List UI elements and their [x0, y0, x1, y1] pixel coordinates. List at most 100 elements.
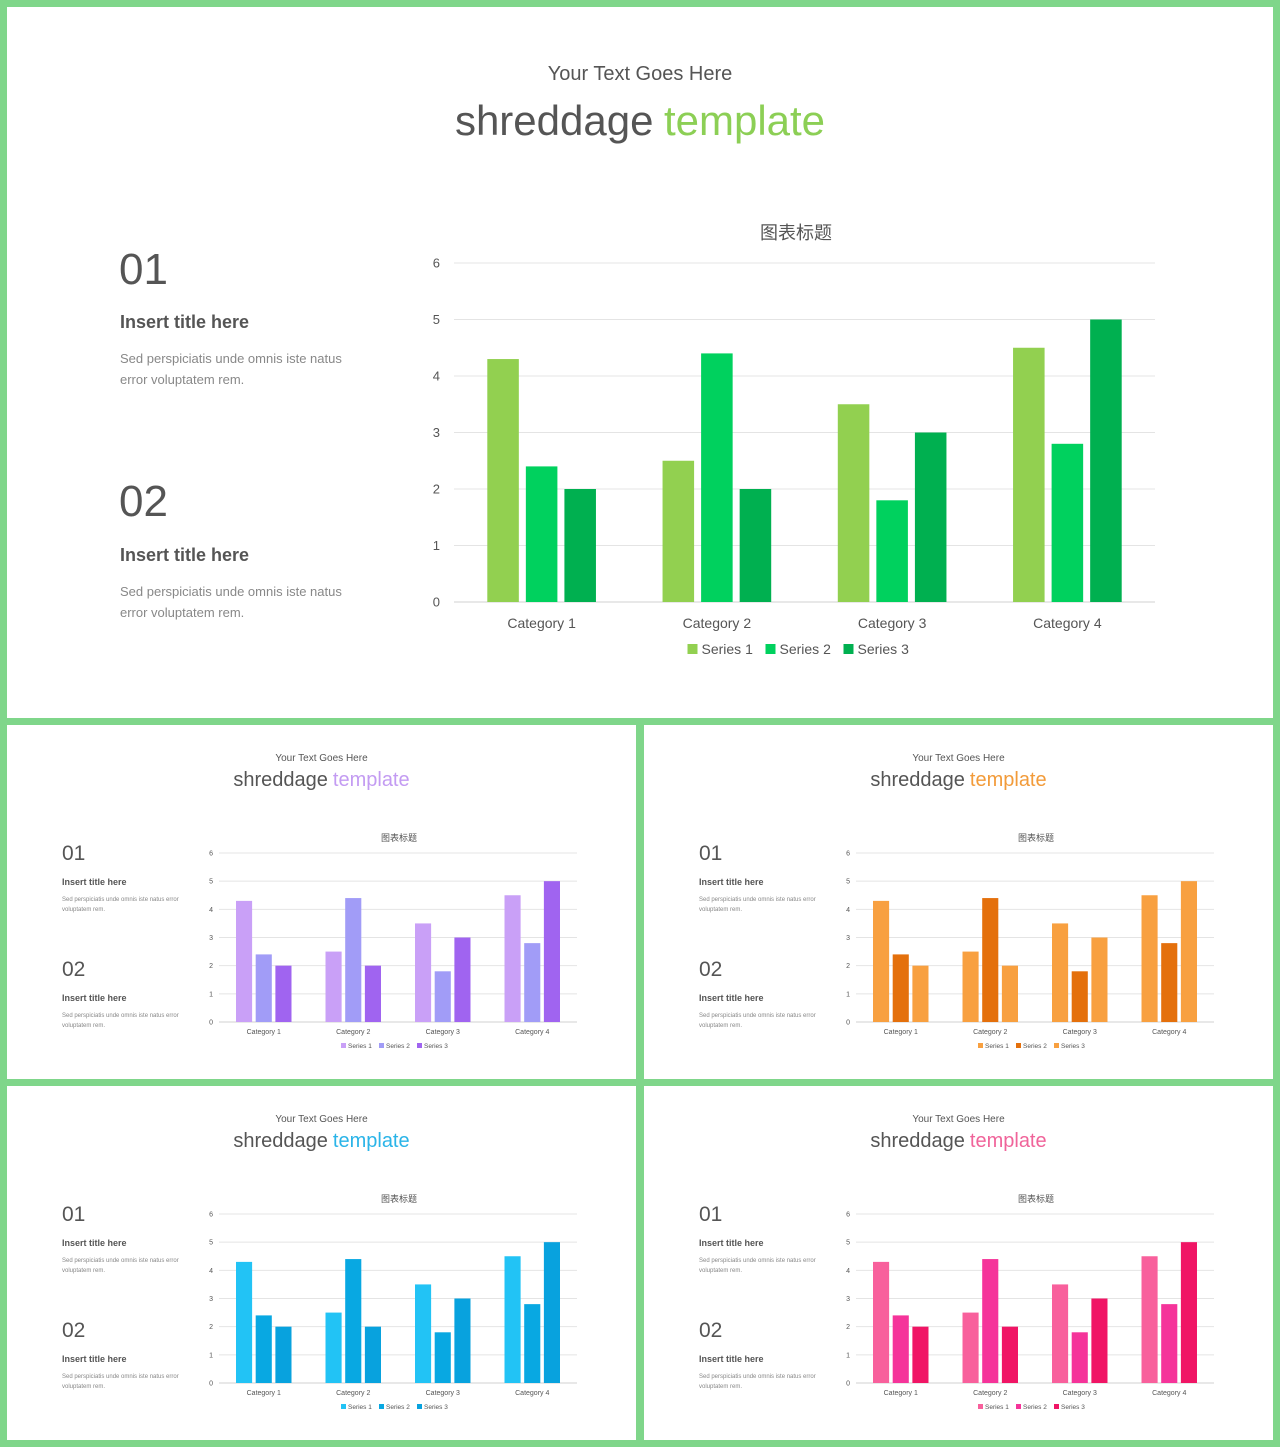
bar-series-1-4: [1141, 1256, 1158, 1383]
bar-chart: 图表标题 0 1 2 3 4 5 6 Category 1 Category 2 Category …: [846, 1193, 1214, 1411]
bar-chart: 图表标题 0 1 2 3 4 5 6 Category 1 Category 2 Category …: [209, 832, 577, 1050]
legend-swatch: [978, 1043, 983, 1048]
legend-label: Series 2: [780, 641, 832, 657]
bar-series-3-4: [543, 1242, 560, 1383]
bar-chart: 图表标题 0 1 2 3 4 5 6 Category 1 Category 2 Category …: [433, 223, 1155, 657]
category-label: Category 2: [336, 1390, 370, 1397]
bar-series-1-4: [504, 895, 521, 1022]
legend-swatch: [978, 1404, 983, 1409]
title-accent: template: [969, 769, 1047, 791]
legend-swatch: [1054, 1404, 1059, 1409]
legend-swatch: [379, 1404, 384, 1409]
item-title-01: Insert title here: [120, 312, 250, 332]
bar-series-1-1: [873, 1261, 890, 1383]
bar-series-3-4: [1180, 1242, 1197, 1383]
y-tick-label: 4: [846, 907, 850, 914]
item-number-01: 01: [699, 842, 723, 865]
bar-series-1-2: [325, 951, 342, 1022]
y-tick-label: 2: [846, 1324, 850, 1331]
y-tick-label: 5: [433, 312, 440, 327]
legend-label: Series 3: [424, 1404, 448, 1411]
item-title-02: Insert title here: [120, 545, 250, 565]
y-tick-label: 2: [433, 482, 440, 497]
title-main: shreddage: [454, 97, 654, 144]
slide-title: shreddage template: [7, 769, 636, 792]
bar-series-3-4: [543, 881, 560, 1022]
bar-series-1-3: [415, 923, 432, 1022]
legend-label: Series 1: [702, 641, 754, 657]
y-tick-label: 0: [846, 1380, 850, 1387]
y-tick-label: 4: [209, 1268, 213, 1275]
bar-series-2-4: [524, 1304, 541, 1383]
bar-series-2-3: [434, 1332, 451, 1383]
bar-series-3-2: [1001, 1326, 1018, 1383]
item-text-01: Sed perspiciatis unde omnis iste natus e…: [699, 897, 816, 913]
bar-series-2-2: [982, 1259, 999, 1383]
chart-title: 图表标题: [1018, 1193, 1054, 1204]
y-tick-label: 0: [433, 595, 440, 610]
y-tick-label: 6: [209, 850, 213, 857]
legend-swatch: [765, 644, 776, 654]
y-tick-label: 1: [846, 991, 850, 998]
chart-title: 图表标题: [760, 223, 832, 243]
item-text-02: Sed perspiciatis unde omnis iste natus e…: [699, 1013, 816, 1029]
bar-series-1-1: [487, 359, 519, 602]
item-text-01: Sed perspiciatis unde omnis iste natus e…: [62, 897, 179, 913]
slide-blue: Your Text Goes Here shreddage template 01…: [7, 1086, 636, 1440]
y-tick-label: 2: [209, 963, 213, 970]
bar-chart: 图表标题 0 1 2 3 4 5 6 Category 1 Category 2 Category …: [209, 1193, 577, 1411]
bar-series-3-4: [1090, 319, 1122, 602]
category-label: Category 3: [1063, 1029, 1097, 1036]
slide-subtitle: Your Text Goes Here: [275, 753, 368, 764]
chart-title: 图表标题: [381, 1193, 417, 1204]
bar-series-3-1: [275, 1326, 292, 1383]
title-accent: template: [969, 1130, 1047, 1152]
y-tick-label: 1: [209, 991, 213, 998]
bar-series-2-4: [1161, 1304, 1178, 1383]
legend-swatch: [1016, 1404, 1021, 1409]
legend-swatch: [1016, 1043, 1021, 1048]
bar-series-3-3: [1091, 937, 1108, 1022]
item-title-02: Insert title here: [699, 1354, 764, 1364]
legend-label: Series 1: [985, 1043, 1009, 1050]
bar-series-1-3: [415, 1284, 432, 1383]
y-tick-label: 5: [846, 879, 850, 886]
bar-series-3-2: [1001, 965, 1018, 1022]
bar-series-2-1: [892, 1315, 909, 1383]
item-text-02: Sed perspiciatis unde omnis iste natus e…: [699, 1374, 816, 1390]
item-title-01: Insert title here: [62, 1238, 127, 1248]
legend-label: Series 1: [348, 1404, 372, 1411]
item-title-02: Insert title here: [699, 993, 764, 1003]
bar-series-2-4: [1051, 443, 1084, 602]
bar-series-1-2: [325, 1312, 342, 1383]
y-tick-label: 1: [209, 1352, 213, 1359]
item-title-02: Insert title here: [62, 1354, 127, 1364]
legend-swatch: [687, 644, 698, 654]
y-tick-label: 4: [846, 1268, 850, 1275]
category-label: Category 3: [858, 615, 927, 631]
item-text-01: Sed perspiciatis unde omnis iste natus e…: [62, 1258, 179, 1274]
item-number-01: 01: [62, 1203, 86, 1226]
item-number-02: 02: [699, 1319, 723, 1342]
y-tick-label: 4: [433, 369, 440, 384]
legend-label: Series 3: [1061, 1043, 1085, 1050]
bar-series-2-3: [434, 971, 451, 1022]
legend-label: Series 1: [985, 1404, 1009, 1411]
bar-series-1-3: [837, 404, 870, 602]
item-text-01: Sed perspiciatis unde omnis iste natus e…: [699, 1258, 816, 1274]
category-label: Category 4: [1152, 1390, 1186, 1397]
category-label: Category 1: [247, 1390, 281, 1397]
y-tick-label: 6: [433, 256, 440, 271]
item-text-01: Sed perspiciatis unde omnis iste natus e…: [120, 351, 342, 387]
bar-series-3-1: [912, 965, 929, 1022]
item-number-02: 02: [62, 958, 86, 981]
category-label: Category 2: [973, 1390, 1007, 1397]
bar-series-2-4: [524, 943, 541, 1022]
y-tick-label: 3: [433, 425, 440, 440]
item-title-02: Insert title here: [62, 993, 127, 1003]
category-label: Category 4: [515, 1390, 549, 1397]
y-tick-label: 5: [209, 879, 213, 886]
category-label: Category 2: [336, 1029, 370, 1036]
y-tick-label: 0: [209, 1019, 213, 1026]
bar-series-3-1: [564, 489, 596, 602]
